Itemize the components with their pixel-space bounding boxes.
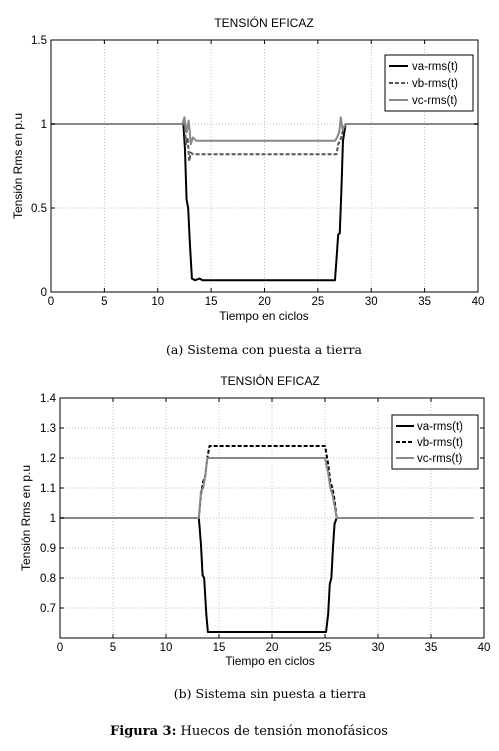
chart-b-legend: va-rms(t) vb-rms(t) vc-rms(t) xyxy=(391,414,479,470)
chart-a-legend-box xyxy=(384,54,474,112)
chartB-ytick-label: 1.3 xyxy=(40,423,56,435)
chartB-xtick-label: 20 xyxy=(266,642,279,654)
chartB-series-vc xyxy=(60,457,474,519)
chartA-xtick-label: 0 xyxy=(48,296,54,308)
chartA-xtick-label: 20 xyxy=(258,296,271,308)
chart-a-legend-vc: vc-rms(t) xyxy=(412,95,458,107)
chart-b-legend-vb: vb-rms(t) xyxy=(417,437,463,449)
chart-b-xlabel: Tiempo en ciclos xyxy=(225,654,315,668)
chart-b-legend-va: va-rms(t) xyxy=(417,421,463,433)
chartA-xtick-label: 15 xyxy=(205,296,218,308)
chartA-ytick-label: 1 xyxy=(41,119,47,131)
chartA-xtick-label: 25 xyxy=(311,296,324,308)
chartA-xtick-label: 35 xyxy=(418,296,431,308)
chart-a: TENSIÓN EFICAZ 0 5 10 15 20 25 30 35 4000.511.5 … xyxy=(11,15,484,357)
chart-b-title: TENSIÓN EFICAZ xyxy=(220,373,319,388)
chartB-xtick-label: 30 xyxy=(372,642,385,654)
chartB-xtick-label: 5 xyxy=(110,642,116,654)
chartA-series-vb xyxy=(51,123,478,162)
chartB-ytick-label: 0.8 xyxy=(40,573,56,585)
chartB-series-va xyxy=(60,517,474,633)
chartB-xtick-label: 15 xyxy=(213,642,226,654)
figure-caption-label: Figura 3: xyxy=(110,724,176,739)
chartA-series-va xyxy=(51,123,478,282)
chartB-ytick-label: 1 xyxy=(50,513,56,525)
chartB-ytick-label: 0.7 xyxy=(40,603,56,615)
chartA-xtick-label: 10 xyxy=(151,296,164,308)
chartB-xtick-label: 40 xyxy=(478,642,491,654)
chart-a-caption: (a) Sistema con puesta a tierra xyxy=(166,342,363,357)
chartB-xtick-label: 25 xyxy=(319,642,332,654)
chartB-ytick-label: 1.1 xyxy=(40,483,56,495)
chartA-ytick-label: 1.5 xyxy=(31,35,47,47)
chart-a-legend-va: va-rms(t) xyxy=(412,61,458,73)
chartB-xtick-label: 0 xyxy=(57,642,63,654)
chartB-xtick-label: 35 xyxy=(425,642,438,654)
chart-b: TENSIÓN EFICAZ 0 5 10 15 20 25 30 35 40 0.7 0.8 0.9… xyxy=(19,373,490,701)
chartA-ytick-label: 0.5 xyxy=(31,203,47,215)
figure-caption-text: Huecos de tensión monofásicos xyxy=(176,724,388,739)
chart-b-legend-box xyxy=(391,414,479,470)
chart-a-ticks: 0 5 10 15 20 25 30 35 40 0 0.5 1 1.5 xyxy=(31,35,484,308)
chartA-ytick-label: 0 xyxy=(41,287,47,299)
chart-b-caption: (b) Sistema sin puesta a tierra xyxy=(174,686,367,701)
chartA-xtick-label: 40 xyxy=(472,296,485,308)
chart-a-xlabel: Tiempo en ciclos xyxy=(219,309,309,323)
chartA-xtick-label: 30 xyxy=(365,296,378,308)
chartB-ytick-label: 0.9 xyxy=(40,543,56,555)
chartB-series-vb xyxy=(60,445,474,519)
chartB-ytick-label: 1.4 xyxy=(40,393,57,405)
chart-a-title: TENSIÓN EFICAZ xyxy=(214,15,313,30)
figure-caption: Figura 3: Huecos de tensión monofásicos xyxy=(110,724,388,739)
chart-b-ticks: 0 5 10 15 20 25 30 35 40 0.7 0.8 0.9 1 1.1 1.2 1.3 1.4 xyxy=(40,393,490,654)
chartA-series-vc xyxy=(51,116,478,146)
chart-a-legend-vb: vb-rms(t) xyxy=(412,78,458,90)
chartA-xtick-label: 5 xyxy=(101,296,107,308)
chartB-xtick-label: 10 xyxy=(160,642,173,654)
chart-b-lines xyxy=(60,445,474,633)
chart-a-ylabel: Tensión Rms en p.u xyxy=(11,113,25,219)
chart-b-legend-vc: vc-rms(t) xyxy=(417,453,463,465)
chartB-ytick-label: 1.2 xyxy=(40,453,56,465)
chart-a-legend: va-rms(t) vb-rms(t) vc-rms(t) xyxy=(384,54,474,112)
chart-a-lines xyxy=(51,116,478,282)
chart-b-ylabel: Tensión Rms en p.u xyxy=(19,465,33,571)
